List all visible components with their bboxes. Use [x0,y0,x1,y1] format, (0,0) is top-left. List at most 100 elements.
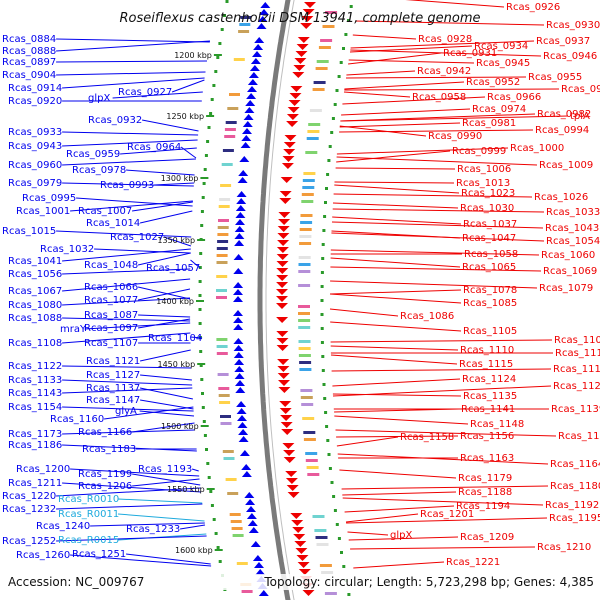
function-block [300,214,313,217]
forward-gene-mark [252,555,263,561]
forward-gene-mark [260,2,271,8]
right-gene-label: Rcas_0982 [537,109,591,120]
function-block [300,396,313,399]
left-gene-label: Rcas_R0010 [58,494,119,505]
left-gene-label: Rcas_1160 [50,414,104,425]
function-block [217,373,229,376]
gc-tick [326,173,330,176]
map-title: Roseiflexus castenholzii DSM 13941, comp… [120,11,481,26]
left-gene-label: Rcas_1014 [86,218,140,229]
reverse-gene-mark [285,471,298,477]
function-block [229,513,241,516]
function-block [217,240,229,243]
right-gene-label: Rcas_1163 [460,453,514,464]
reverse-gene-mark [286,121,299,127]
reverse-gene-mark [293,65,306,71]
left-connector [62,158,196,166]
left-connector [126,169,195,176]
forward-gene-mark [241,471,252,477]
left-gene-label: Rcas_1232 [2,504,56,515]
left-connector [70,468,200,477]
gc-tick [206,140,210,143]
function-block [298,319,311,322]
function-block [298,340,311,343]
reverse-gene-mark [294,58,307,64]
forward-gene-mark [257,16,268,22]
right-connector [348,59,475,64]
right-connector [345,76,527,79]
reverse-gene-mark [276,303,288,309]
function-block [239,23,251,26]
gc-tick [327,453,331,456]
function-block [238,30,250,33]
left-gene-label: Rcas_0995 [22,193,76,204]
gc-tick [324,411,328,414]
reverse-gene-mark [282,443,295,449]
function-block [217,226,229,229]
right-gene-label: Rcas_1188 [458,487,512,498]
gc-tick [335,523,339,526]
reverse-gene-mark [302,9,315,15]
ruler-tick-label: 1250 kbp [166,112,204,121]
reverse-gene-mark [280,422,293,428]
left-gene-label: Rcas_1220 [2,491,56,502]
gc-tick [323,397,327,400]
left-connector [163,236,192,247]
reverse-gene-mark [297,562,310,568]
left-gene-label: Rcas_0904 [2,70,56,81]
right-gene-label: Rcas_0999 [452,146,506,157]
gc-tick [198,294,202,297]
right-gene-label: Rcas_1156 [460,431,514,442]
right-gene-label: Rcas_1141 [461,404,515,415]
function-block [307,473,320,476]
right-gene-label: Rcas_1158 [400,432,454,443]
reverse-gene-mark [296,555,309,561]
left-connector [62,365,192,369]
function-block [220,422,232,425]
right-gene-label: Rcas_0994 [535,125,589,136]
forward-gene-mark [235,205,246,211]
reverse-gene-mark [283,457,296,463]
gc-tick [220,28,224,31]
left-gene-label: Rcas_0979 [8,178,62,189]
right-connector [350,49,542,57]
left-connector [62,139,198,147]
left-gene-label: Rcas_1027 [110,232,164,243]
gc-tick [321,257,325,260]
right-connector [329,308,399,317]
right-gene-label: Rcas_1209 [460,532,514,543]
left-connector [62,444,197,452]
function-block [312,515,325,518]
right-gene-label: Rcas_1201 [420,509,474,520]
forward-gene-mark [246,506,256,512]
gc-tick [204,154,208,157]
gc-tick [216,546,220,549]
left-gene-label: Rcas_1211 [8,478,62,489]
left-connector [138,314,191,318]
left-gene-label: Rcas_1193 [138,464,192,475]
gc-tick [340,551,343,554]
left-connector [104,406,194,420]
gc-tick [209,490,213,493]
right-connector [342,491,457,496]
left-gene-label: Rcas_1251 [72,549,126,560]
left-connector [132,478,200,487]
right-connector [339,125,427,137]
function-block [223,457,235,460]
right-gene-label: Rcas_0966 [487,92,541,103]
function-block [230,520,242,523]
right-connector [341,108,471,116]
reverse-gene-mark [277,233,290,239]
gc-tick [212,84,216,87]
forward-gene-mark [240,142,251,148]
left-connector [171,79,205,93]
right-gene-label: Rcas_0945 [476,58,530,69]
left-gene-label: Rcas_1143 [8,388,62,399]
function-block [309,109,322,112]
forward-gene-mark [234,226,245,232]
left-gene-label: Rcas_1015 [2,226,56,237]
function-block [216,296,227,299]
function-block [241,590,253,593]
function-block [229,93,240,96]
